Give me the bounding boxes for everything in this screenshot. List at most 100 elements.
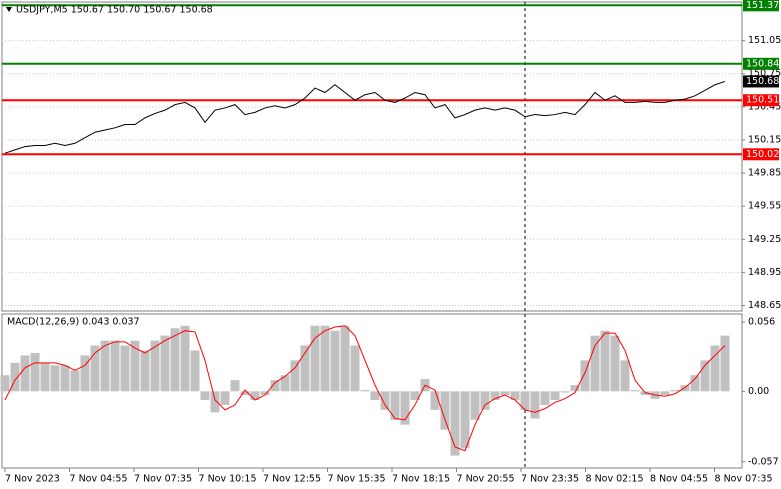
histogram-bar bbox=[450, 391, 460, 456]
x-tick-label: 7 Nov 07:35 bbox=[134, 474, 192, 485]
histogram-bar bbox=[630, 390, 640, 392]
histogram-bar bbox=[500, 391, 510, 396]
histogram-bar bbox=[170, 328, 180, 392]
histogram-bar bbox=[440, 391, 450, 430]
level-label-box bbox=[743, 0, 779, 12]
x-tick-label: 7 Nov 20:55 bbox=[457, 474, 515, 485]
x-tick-label: 7 Nov 15:35 bbox=[328, 474, 386, 485]
x-tick-label: 8 Nov 04:55 bbox=[650, 474, 708, 485]
histogram-bar bbox=[530, 391, 540, 419]
histogram-bar bbox=[410, 391, 420, 400]
histogram-bar bbox=[140, 350, 150, 392]
histogram-bar bbox=[190, 350, 200, 392]
histogram-bar bbox=[550, 391, 560, 400]
level-label-box bbox=[743, 148, 779, 161]
histogram-bar bbox=[240, 391, 250, 396]
histogram-bar bbox=[230, 380, 240, 392]
x-tick-label: 8 Nov 02:15 bbox=[586, 474, 644, 485]
collapse-icon bbox=[6, 7, 12, 12]
histogram-bar bbox=[300, 345, 310, 392]
histogram-bar bbox=[120, 345, 130, 392]
price-panel bbox=[1, 1, 743, 312]
signal-line bbox=[4, 325, 726, 452]
level-label: 151.37 bbox=[746, 0, 779, 11]
y-tick-label: -0.057 bbox=[748, 456, 779, 467]
histogram-bar bbox=[90, 345, 100, 392]
histogram-bar bbox=[270, 380, 280, 392]
histogram-bar bbox=[540, 391, 550, 405]
histogram-bar bbox=[0, 375, 10, 392]
histogram-bar bbox=[700, 360, 710, 392]
histogram-bar bbox=[510, 391, 520, 400]
histogram-bar bbox=[350, 345, 360, 392]
histogram-bar bbox=[160, 335, 170, 392]
histogram-bar bbox=[40, 362, 50, 392]
histogram-bar bbox=[590, 335, 600, 392]
histogram-bar bbox=[480, 391, 490, 410]
histogram-bar bbox=[310, 325, 320, 392]
macd-title: MACD(12,26,9) 0.043 0.037 bbox=[7, 317, 140, 328]
histogram-bar bbox=[620, 360, 630, 392]
histogram-bar bbox=[560, 391, 570, 393]
x-tick-label: 7 Nov 10:15 bbox=[199, 474, 257, 485]
last-price-box bbox=[743, 75, 779, 88]
x-tick-label: 7 Nov 23:35 bbox=[521, 474, 579, 485]
x-tick-label: 7 Nov 04:55 bbox=[70, 474, 128, 485]
last-price-label: 150.68 bbox=[746, 76, 779, 87]
chart-title: USDJPY,M5 150.67 150.70 150.67 150.68 bbox=[16, 5, 213, 16]
histogram-bar bbox=[60, 365, 70, 392]
histogram-bar bbox=[320, 325, 330, 392]
level-label: 150.02 bbox=[746, 149, 779, 160]
histogram-bar bbox=[660, 391, 670, 396]
y-tick-label: 0.056 bbox=[748, 317, 775, 328]
histogram-bar bbox=[10, 362, 20, 392]
histogram-bar bbox=[150, 340, 160, 392]
histogram-bar bbox=[250, 391, 260, 400]
histogram-bar bbox=[520, 391, 530, 410]
histogram-bar bbox=[330, 330, 340, 392]
y-tick-label: 148.65 bbox=[748, 300, 781, 311]
histogram-bar bbox=[80, 355, 90, 392]
x-tick-label: 7 Nov 12:55 bbox=[263, 474, 321, 485]
histogram-bar bbox=[260, 391, 270, 396]
y-tick-label: 151.05 bbox=[748, 35, 781, 46]
level-label: 150.51 bbox=[746, 95, 779, 106]
x-tick-label: 8 Nov 07:35 bbox=[715, 474, 773, 485]
histogram-bar bbox=[690, 375, 700, 392]
price-line bbox=[4, 80, 726, 154]
histogram-bar bbox=[670, 390, 680, 392]
histogram-bar bbox=[380, 391, 390, 410]
histogram-bar bbox=[220, 391, 230, 405]
level-label: 150.84 bbox=[746, 58, 779, 69]
histogram-bar bbox=[720, 335, 730, 392]
histogram-bar bbox=[390, 391, 400, 420]
histogram-bar bbox=[50, 365, 60, 392]
y-tick-label: 150.45 bbox=[748, 101, 781, 112]
histogram-bar bbox=[200, 391, 210, 400]
y-tick-label: 150.15 bbox=[748, 134, 781, 145]
y-tick-label: 149.55 bbox=[748, 201, 781, 212]
histogram-bar bbox=[400, 391, 410, 425]
histogram-bar bbox=[680, 385, 690, 392]
histogram-bar bbox=[360, 390, 370, 392]
histogram-bar bbox=[370, 391, 380, 400]
histogram-bar bbox=[460, 391, 470, 449]
histogram-bar bbox=[70, 370, 80, 392]
x-tick-label: 7 Nov 18:15 bbox=[392, 474, 450, 485]
histogram-bar bbox=[180, 325, 190, 392]
histogram-bar bbox=[20, 355, 30, 392]
histogram-bar bbox=[290, 360, 300, 392]
histogram-bar bbox=[600, 330, 610, 392]
histogram-bar bbox=[580, 360, 590, 392]
histogram-bar bbox=[710, 345, 720, 392]
histogram-bar bbox=[110, 340, 120, 392]
histogram-bar bbox=[30, 352, 40, 392]
histogram-bar bbox=[610, 335, 620, 392]
histogram-bar bbox=[470, 391, 480, 420]
histogram-bar bbox=[280, 375, 290, 392]
level-label-box bbox=[743, 57, 779, 70]
histogram-bar bbox=[100, 340, 110, 392]
y-tick-label: 150.75 bbox=[748, 68, 781, 79]
y-tick-label: 148.95 bbox=[748, 267, 781, 278]
